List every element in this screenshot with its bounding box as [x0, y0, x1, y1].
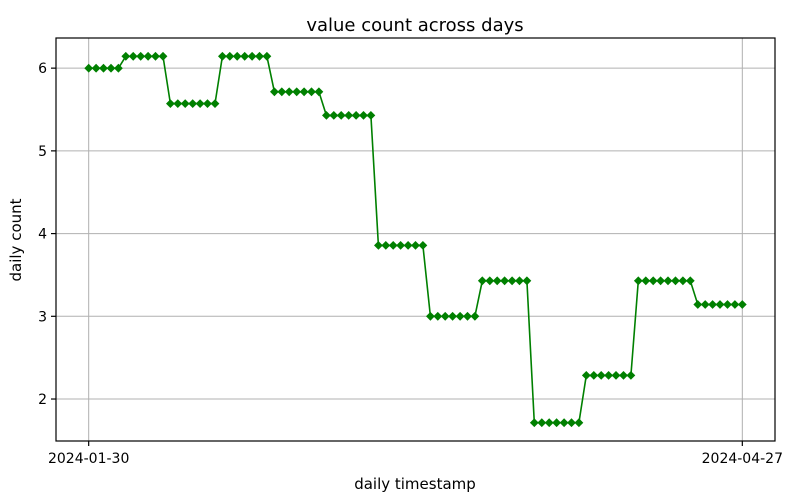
grid-layer	[56, 38, 775, 441]
y-tick-label: 3	[38, 309, 47, 325]
y-tick-label: 2	[38, 392, 47, 408]
data-series	[84, 51, 747, 428]
tick-marks	[51, 67, 743, 446]
x-axis-label: daily timestamp	[354, 475, 476, 493]
y-tick-label: 6	[38, 61, 47, 77]
plot-spines	[55, 37, 776, 442]
tick-labels: 2 3 4 5 6	[38, 61, 47, 408]
y-tick-label: 5	[38, 144, 47, 160]
x-tick-label-start: 2024-01-30	[48, 451, 129, 467]
chart-title: value count across days	[306, 15, 523, 36]
y-axis-label: daily count	[7, 198, 25, 281]
x-tick-label-end: 2024-04-27	[702, 451, 783, 467]
y-tick-label: 4	[38, 227, 47, 243]
